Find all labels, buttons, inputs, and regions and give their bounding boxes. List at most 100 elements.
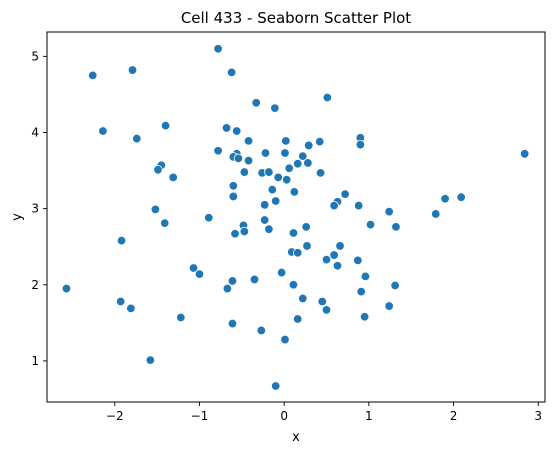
y-axis-label: y [10, 213, 25, 221]
scatter-point [289, 187, 300, 197]
scatter-point [288, 280, 299, 290]
scatter-point [353, 200, 364, 211]
scatter-point [359, 312, 370, 322]
scatter-point [288, 228, 299, 238]
y-tick-label: 2 [31, 278, 39, 292]
scatter-point [176, 312, 186, 323]
scatter-point [243, 155, 254, 166]
scatter-point [276, 267, 287, 278]
scatter-point [227, 318, 238, 329]
y-axis: 1 2 3 4 5 [31, 49, 47, 368]
scatter-point [355, 139, 366, 150]
scatter-point [281, 136, 291, 146]
scatter-point [260, 148, 271, 158]
scatter-point [329, 200, 339, 211]
scatter-point [249, 274, 260, 285]
scatter-point [61, 283, 72, 294]
scatter-point [228, 181, 239, 191]
scatter-point [317, 296, 327, 307]
scatter-point [303, 158, 313, 168]
scatter-point [256, 325, 266, 336]
x-tick-label: −2 [106, 409, 124, 423]
scatter-point [321, 305, 332, 315]
scatter-point [332, 261, 343, 271]
scatter-point [340, 189, 350, 199]
scatter-point [153, 165, 163, 175]
scatter-point [270, 103, 280, 113]
points-layer [61, 44, 530, 391]
scatter-point [270, 381, 281, 391]
scatter-point [259, 200, 270, 210]
scatter-point [227, 276, 238, 286]
scatter-point [298, 293, 308, 304]
scatter-point [98, 126, 108, 136]
scatter-point [292, 248, 303, 258]
scatter-point [322, 92, 333, 103]
y-tick-label: 5 [31, 49, 39, 63]
scatter-point [221, 123, 232, 133]
scatter-point [365, 219, 376, 230]
scatter-point [222, 283, 233, 294]
plot-area [46, 31, 546, 403]
scatter-point [251, 98, 261, 108]
scatter-point [301, 222, 311, 232]
scatter-point [519, 149, 530, 159]
chart-title: Cell 433 - Seaborn Scatter Plot [181, 9, 411, 27]
scatter-point [391, 222, 401, 232]
scatter-point [116, 235, 127, 246]
x-tick-label: 3 [534, 409, 542, 423]
scatter-point [232, 126, 242, 136]
scatter-point [160, 120, 171, 131]
y-tick-label: 1 [31, 354, 39, 368]
scatter-point [239, 167, 250, 177]
x-tick-label: −1 [191, 409, 209, 423]
scatter-point [281, 174, 292, 185]
scatter-point [384, 206, 394, 217]
y-tick-label: 4 [31, 125, 39, 139]
scatter-point [353, 255, 363, 266]
x-tick-label: 0 [280, 409, 288, 423]
x-tick-label: 1 [365, 409, 373, 423]
scatter-point [259, 215, 270, 225]
scatter-point [356, 286, 366, 297]
scatter-point [440, 194, 450, 204]
scatter-point [132, 133, 142, 144]
scatter-point [280, 334, 290, 345]
scatter-point [88, 70, 98, 81]
scatter-point [329, 250, 339, 260]
scatter-point [126, 303, 136, 314]
scatter-point [270, 196, 281, 206]
scatter-point [280, 148, 290, 158]
scatter-point [213, 44, 223, 54]
scatter-point [390, 280, 400, 291]
scatter-point [264, 167, 274, 177]
scatter-point [456, 192, 466, 202]
scatter-point [150, 204, 161, 215]
y-tick-label: 3 [31, 202, 39, 216]
scatter-point [315, 136, 325, 147]
scatter-point [204, 213, 214, 223]
x-axis-label: x [292, 430, 300, 445]
scatter-point [360, 271, 371, 282]
scatter-point [273, 172, 283, 183]
scatter-point [243, 136, 254, 146]
scatter-point [115, 296, 126, 307]
scatter-point [239, 226, 250, 237]
scatter-point [213, 146, 223, 156]
scatter-point [335, 241, 345, 251]
scatter-point [145, 355, 156, 365]
scatter-point [304, 140, 314, 151]
scatter-point [315, 168, 326, 178]
scatter-point [188, 263, 199, 273]
scatter-point [292, 159, 303, 169]
scatter-point [194, 269, 205, 279]
scatter-point [228, 191, 239, 202]
scatter-point [233, 153, 244, 164]
scatter-point [302, 241, 312, 251]
scatter-point [168, 172, 178, 183]
scatter-point [431, 209, 441, 219]
scatter-point [264, 224, 274, 234]
scatter-point [230, 229, 240, 239]
scatter-point [267, 184, 277, 195]
